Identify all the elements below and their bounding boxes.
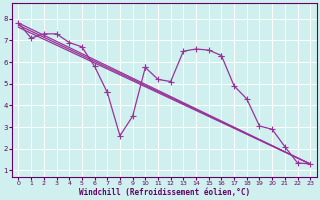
X-axis label: Windchill (Refroidissement éolien,°C): Windchill (Refroidissement éolien,°C): [79, 188, 250, 197]
